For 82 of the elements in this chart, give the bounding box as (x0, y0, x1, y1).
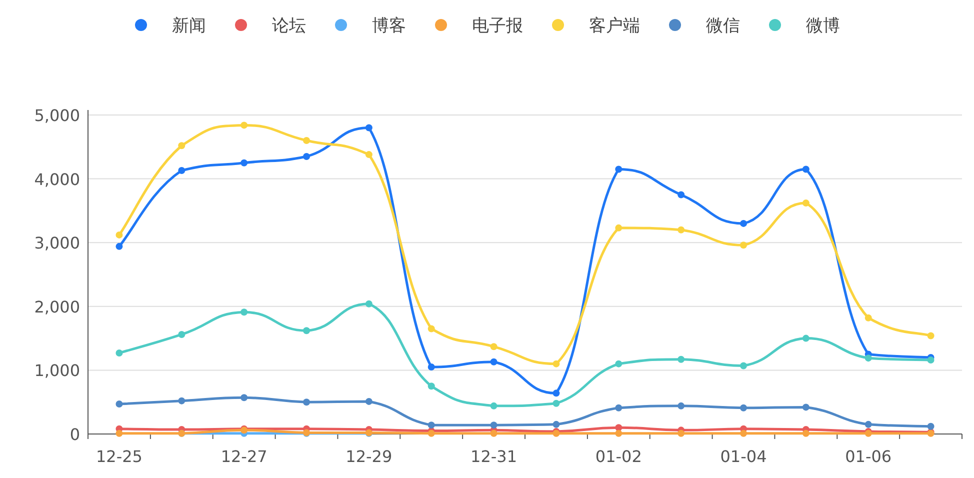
point (428, 364, 435, 371)
point (428, 430, 435, 437)
point (802, 430, 810, 437)
point (927, 332, 934, 340)
point (740, 430, 747, 437)
x-tick-label: 12-25 (96, 447, 142, 466)
legend-label: 电子报 (472, 16, 523, 36)
point (365, 124, 372, 132)
point (615, 224, 622, 232)
point (740, 404, 747, 412)
point (678, 402, 685, 410)
point (428, 422, 435, 429)
point (303, 152, 310, 160)
point (615, 166, 622, 173)
legend-label: 客户端 (589, 16, 640, 36)
point (552, 360, 560, 368)
point (927, 356, 934, 364)
y-tick-label: 0 (70, 425, 80, 444)
legend-label: 微博 (806, 16, 840, 36)
point (365, 398, 372, 405)
y-tick-label: 3,000 (34, 234, 80, 253)
point (303, 137, 310, 144)
point (428, 325, 435, 332)
point (740, 220, 747, 227)
y-tick-label: 2,000 (34, 297, 80, 316)
point (802, 404, 810, 411)
point (802, 334, 810, 342)
point (240, 122, 248, 129)
point (178, 397, 186, 404)
point (178, 167, 186, 174)
point (116, 231, 123, 238)
point (802, 200, 810, 207)
legend-label: 微信 (706, 16, 740, 36)
point (116, 349, 123, 356)
point (490, 402, 498, 410)
point (365, 151, 372, 158)
point (240, 394, 248, 402)
legend-label: 论坛 (272, 16, 306, 36)
point (864, 314, 872, 322)
point (240, 308, 248, 316)
point (490, 343, 498, 350)
point (490, 358, 498, 366)
point (864, 420, 872, 428)
point (740, 362, 747, 370)
y-tick-label: 4,000 (34, 170, 80, 189)
x-tick-label: 12-29 (346, 447, 392, 466)
point (552, 400, 560, 407)
point (428, 382, 435, 390)
point (802, 166, 810, 173)
x-tick-label: 12-27 (220, 447, 268, 466)
point (678, 356, 685, 363)
point (615, 430, 622, 437)
point (615, 424, 622, 432)
point (116, 400, 123, 408)
point (678, 430, 685, 437)
point (490, 430, 498, 437)
x-tick-label: 01-06 (845, 447, 892, 466)
point (303, 398, 310, 406)
point (678, 191, 685, 198)
y-tick-label: 5,000 (34, 106, 80, 125)
point (490, 422, 498, 429)
point (927, 422, 934, 430)
y-tick-label: 1,000 (34, 361, 80, 380)
point (116, 430, 123, 437)
point (864, 354, 872, 362)
point (552, 390, 560, 397)
point (740, 242, 747, 249)
point (615, 404, 622, 412)
x-tick-label: 01-02 (595, 447, 642, 466)
x-tick-label: 01-04 (720, 447, 767, 466)
point (678, 226, 685, 234)
legend-label: 新闻 (172, 16, 206, 36)
x-tick-label: 12-31 (470, 447, 518, 466)
legend-label: 博客 (372, 16, 406, 36)
point (615, 360, 622, 368)
point (178, 142, 186, 150)
point (552, 420, 560, 428)
point (116, 242, 123, 250)
point (240, 159, 248, 166)
point (178, 330, 186, 338)
point (365, 300, 372, 308)
point (303, 327, 310, 334)
